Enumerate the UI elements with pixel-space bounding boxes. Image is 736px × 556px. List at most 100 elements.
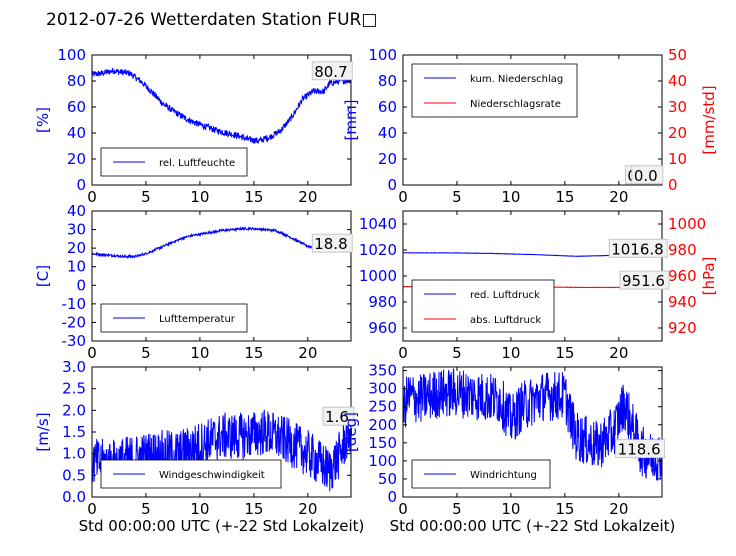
value-annotation-box xyxy=(311,61,353,81)
x-tick-label: 20 xyxy=(609,344,628,362)
y-tick-label: 150 xyxy=(368,434,397,452)
x-tick-label: 0 xyxy=(87,188,97,206)
legend: Windrichtung xyxy=(411,459,551,489)
y-tick-label: 2.0 xyxy=(62,401,86,419)
x-tick-label: 0 xyxy=(398,188,408,206)
y-tick-label: 20 xyxy=(67,150,86,168)
y-tick-label: 0 xyxy=(387,176,397,194)
series-line-1 xyxy=(91,225,352,260)
series-line-1 xyxy=(402,368,663,481)
value-annotation: 80.7 xyxy=(314,63,347,81)
y-tick-label: 50 xyxy=(378,470,397,488)
x-tick-label: 15 xyxy=(555,188,574,206)
x-tick-label: 5 xyxy=(141,344,151,362)
x-tick-label: 10 xyxy=(190,344,209,362)
axes-frame xyxy=(402,366,663,498)
y-tick-label: 980 xyxy=(368,293,397,311)
y2-tick-label: 10 xyxy=(668,150,687,168)
x-tick-label: 15 xyxy=(555,500,574,518)
chart-panel-4: 0 5 10 15 2096098010001020104092094096098010… xyxy=(359,210,718,362)
x-tick-label: 0 xyxy=(87,500,97,518)
x-tick-label: 15 xyxy=(555,344,574,362)
series-line-1 xyxy=(91,409,352,492)
figure-title: 2012-07-26 Wetterdaten Station FUR□ xyxy=(46,10,377,30)
y-tick-label: 1000 xyxy=(359,267,397,285)
y-tick-label: 2.5 xyxy=(62,380,86,398)
x-tick-label: 20 xyxy=(298,344,317,362)
axes-frame xyxy=(91,210,352,342)
value-annotation: 18.8 xyxy=(314,235,347,253)
legend-entry: Niederschlagsrate xyxy=(470,99,561,110)
value-annotation-box xyxy=(608,238,668,258)
y-tick-label: 100 xyxy=(368,46,397,64)
x-axis-label: Std 00:00:00 UTC (+-22 Std Lokalzeit) xyxy=(390,517,676,535)
y-tick-label: 200 xyxy=(368,416,397,434)
y-tick-label: 1040 xyxy=(359,215,397,233)
y-tick-label: -10 xyxy=(62,295,87,313)
y2-tick-label: 30 xyxy=(668,98,687,116)
legend-entry: Windgeschwindigkeit xyxy=(159,470,265,481)
series-line-1 xyxy=(91,67,352,145)
value-annotation-box xyxy=(615,439,666,459)
chart-panel-1: 0 5 10 15 20 0 20 40 60 80 100 [%] rel. Luftfeuchte 8… xyxy=(34,46,353,206)
x-tick-label: 20 xyxy=(298,188,317,206)
x-tick-label: 10 xyxy=(501,500,520,518)
x-tick-label: 15 xyxy=(244,500,263,518)
legend-entry: red. Luftdruck xyxy=(470,290,540,301)
x-tick-label: 10 xyxy=(501,344,520,362)
y2-axis-label: [hPa] xyxy=(700,257,718,296)
y-axis-label: [m/s] xyxy=(34,412,52,451)
y-tick-label: 80 xyxy=(378,72,397,90)
y2-tick-label: 920 xyxy=(668,319,697,337)
y-tick-label: 1.0 xyxy=(62,445,86,463)
y2-tick-label: 980 xyxy=(668,241,697,259)
y-tick-label: 30 xyxy=(67,221,86,239)
x-tick-label: 0 xyxy=(398,500,408,518)
y-tick-label: 0 xyxy=(387,488,397,506)
value-annotation: 951.6 xyxy=(622,272,665,290)
y-tick-label: 100 xyxy=(57,46,86,64)
y-tick-label: 1020 xyxy=(359,241,397,259)
y-tick-label: 10 xyxy=(67,258,86,276)
y-axis-label: [C] xyxy=(34,265,52,287)
x-tick-label: 10 xyxy=(190,188,209,206)
y2-tick-label: 50 xyxy=(668,46,687,64)
x-tick-label: 15 xyxy=(244,344,263,362)
y-tick-label: 3.0 xyxy=(62,358,86,376)
value-annotation: 1.6 xyxy=(325,408,349,426)
legend-box xyxy=(411,63,578,118)
x-tick-label: 20 xyxy=(298,500,317,518)
legend-entry: abs. Luftdruck xyxy=(470,315,541,326)
x-tick-label: 15 xyxy=(244,188,263,206)
legend: kum. Niederschlag Niederschlagsrate xyxy=(411,63,578,118)
value-annotation-box xyxy=(311,233,353,253)
y-tick-label: 1.5 xyxy=(62,423,86,441)
legend: Windgeschwindigkeit xyxy=(100,459,282,489)
y-tick-label: 0 xyxy=(76,176,86,194)
value-annotation: 0.0 xyxy=(634,167,658,185)
legend-entry: rel. Luftfeuchte xyxy=(159,158,235,169)
value-annotation-box xyxy=(631,165,664,185)
chart-panel-5: 0 5 10 15 20 0.0 0.5 1.0 1.5 2.0 2.5 3.0 [m/s] Std 00… xyxy=(34,358,364,535)
y-tick-label: 20 xyxy=(67,239,86,257)
y2-tick-label: 1000 xyxy=(668,215,706,233)
y-tick-label: 60 xyxy=(378,98,397,116)
chart-panel-2: 0 5 10 15 20 0 20 40 60 80 100 0 10 20 30 40 50 [mm/std] [… xyxy=(342,46,718,206)
y2-tick-label: 20 xyxy=(668,124,687,142)
y2-axis-label: [mm/std] xyxy=(700,85,718,154)
x-tick-label: 5 xyxy=(452,500,462,518)
legend: Lufttemperatur xyxy=(100,303,248,333)
y-tick-label: 40 xyxy=(67,124,86,142)
x-tick-label: 20 xyxy=(609,188,628,206)
y-tick-label: 300 xyxy=(368,380,397,398)
value-annotation: 1016.8 xyxy=(611,240,664,258)
x-tick-label: 5 xyxy=(141,500,151,518)
y-tick-label: 250 xyxy=(368,398,397,416)
x-tick-label: 5 xyxy=(141,188,151,206)
y2-tick-label: 960 xyxy=(668,267,697,285)
y-tick-label: 0.0 xyxy=(62,488,86,506)
y-axis-label: [mm] xyxy=(342,100,360,141)
y-tick-label: -20 xyxy=(62,313,87,331)
